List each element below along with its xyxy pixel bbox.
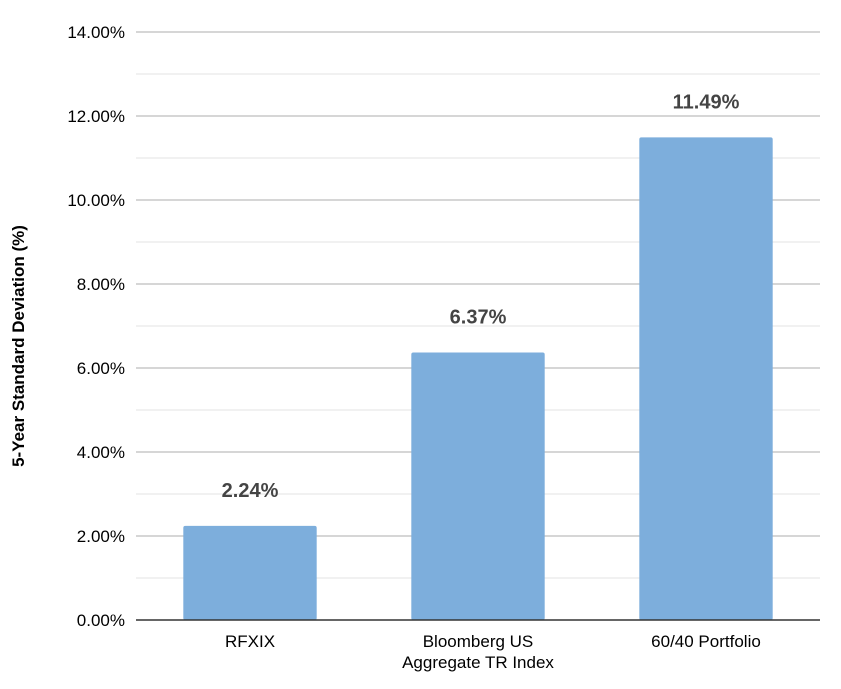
y-tick-label: 12.00% xyxy=(67,107,125,126)
y-tick-label: 4.00% xyxy=(77,443,125,462)
data-label: 11.49% xyxy=(673,91,740,113)
data-label: 2.24% xyxy=(222,480,279,502)
y-axis-title: 5-Year Standard Deviation (%) xyxy=(9,225,28,467)
x-tick-label: RFXIX xyxy=(225,632,275,651)
y-tick-label: 2.00% xyxy=(77,527,125,546)
labels: 0.00% 2.00% 4.00% 6.00% 8.00% 10.00% 12.00% 14.… xyxy=(67,23,760,672)
bar xyxy=(639,137,773,621)
x-tick-label: 60/40 Portfolio xyxy=(651,632,761,651)
data-label: 6.37% xyxy=(450,306,507,328)
x-tick-label: Bloomberg US Aggregate TR Index xyxy=(402,632,554,672)
y-tick-label: 6.00% xyxy=(77,359,125,378)
y-tick-label: 8.00% xyxy=(77,275,125,294)
y-tick-label: 0.00% xyxy=(77,611,125,630)
bar xyxy=(411,352,545,620)
y-tick-label: 10.00% xyxy=(67,191,125,210)
y-tick-label: 14.00% xyxy=(67,23,125,42)
bars xyxy=(183,137,773,621)
bar xyxy=(183,525,317,620)
